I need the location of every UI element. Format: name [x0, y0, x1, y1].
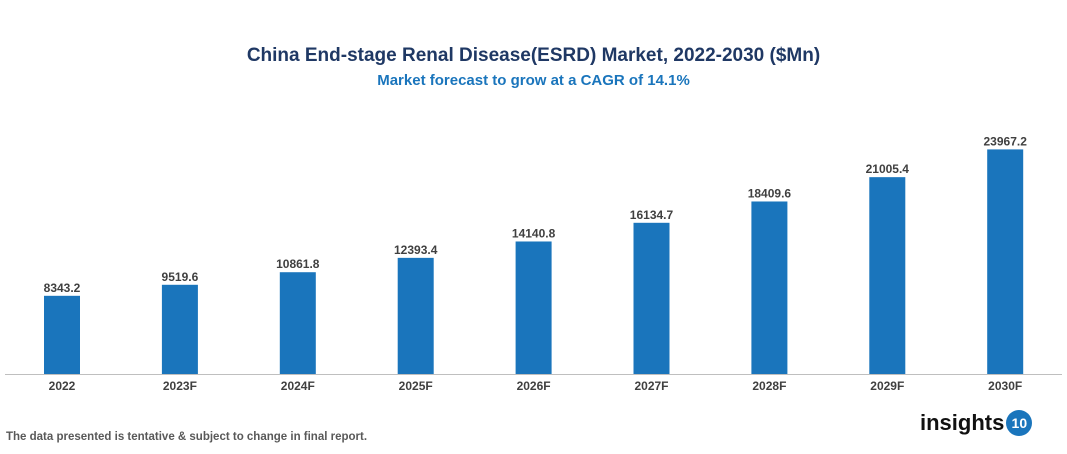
- x-tick-label: 2024F: [281, 379, 315, 393]
- bar-2030F: [987, 149, 1024, 374]
- data-label: 10861.8: [276, 257, 320, 271]
- x-tick-label: 2027F: [634, 379, 668, 393]
- data-label: 8343.2: [44, 281, 81, 295]
- data-label: 14140.8: [512, 226, 556, 240]
- data-label: 12393.4: [394, 243, 438, 257]
- bar-2027F: [633, 222, 670, 374]
- data-label: 18409.6: [748, 186, 792, 200]
- x-tick-label: 2022: [49, 379, 76, 393]
- insights10-logo: insights 10: [920, 410, 1033, 436]
- data-label: 21005.4: [866, 162, 910, 176]
- chart-title: China End-stage Renal Disease(ESRD) Mark…: [246, 45, 821, 66]
- bar-2022: [44, 295, 80, 374]
- bar-2023F: [161, 284, 198, 374]
- chart-subtitle: Market forecast to grow at a CAGR of 14.…: [377, 72, 690, 89]
- bar-2028F: [751, 201, 788, 374]
- data-label: 23967.2: [984, 134, 1028, 148]
- data-label: 9519.6: [162, 270, 199, 284]
- x-tick-label: 2029F: [870, 379, 904, 393]
- logo-badge: 10: [1006, 410, 1033, 436]
- bar-2026F: [515, 241, 552, 374]
- x-tick-label: 2030F: [988, 379, 1022, 393]
- x-tick-label: 2023F: [163, 379, 197, 393]
- data-label: 16134.7: [630, 208, 674, 222]
- x-tick-label: 2025F: [399, 379, 433, 393]
- disclaimer-note: The data presented is tentative & subjec…: [6, 431, 368, 443]
- bar-2025F: [397, 257, 434, 374]
- x-tick-label: 2026F: [517, 379, 551, 393]
- logo-text: insights: [920, 410, 1005, 435]
- x-tick-label: 2028F: [752, 379, 786, 393]
- bar-2029F: [869, 177, 906, 374]
- bar-2024F: [279, 272, 316, 374]
